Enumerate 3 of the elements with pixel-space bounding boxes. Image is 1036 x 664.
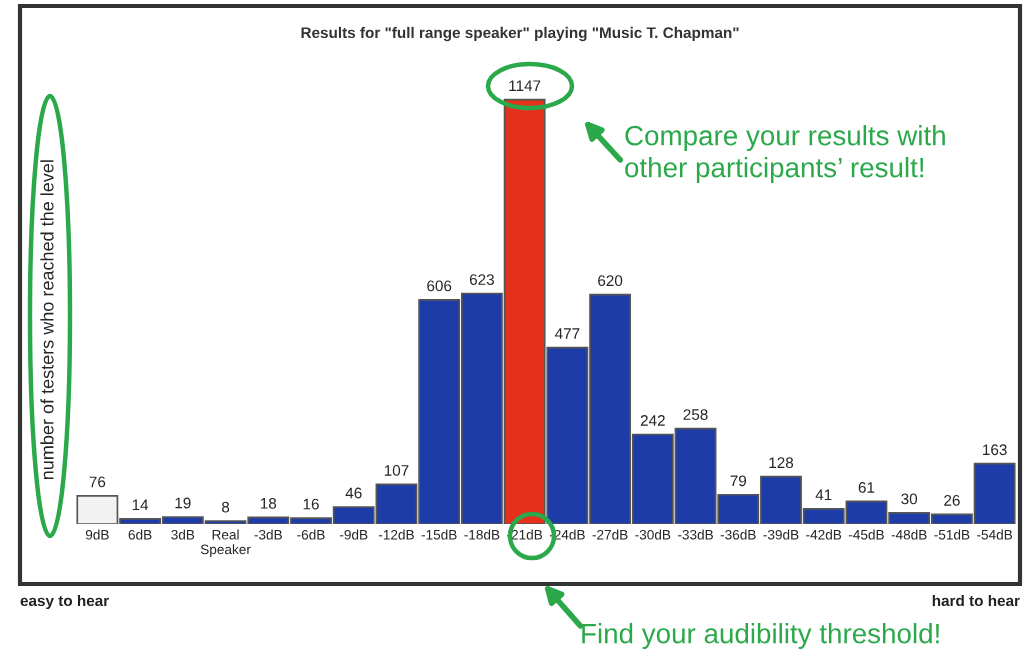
text: Find your audibility threshold! [582,623,939,649]
y-axis-title: number of testers who reached the level [40,160,54,480]
annotation: Compare your results with other participants’ result! [625,125,945,183]
